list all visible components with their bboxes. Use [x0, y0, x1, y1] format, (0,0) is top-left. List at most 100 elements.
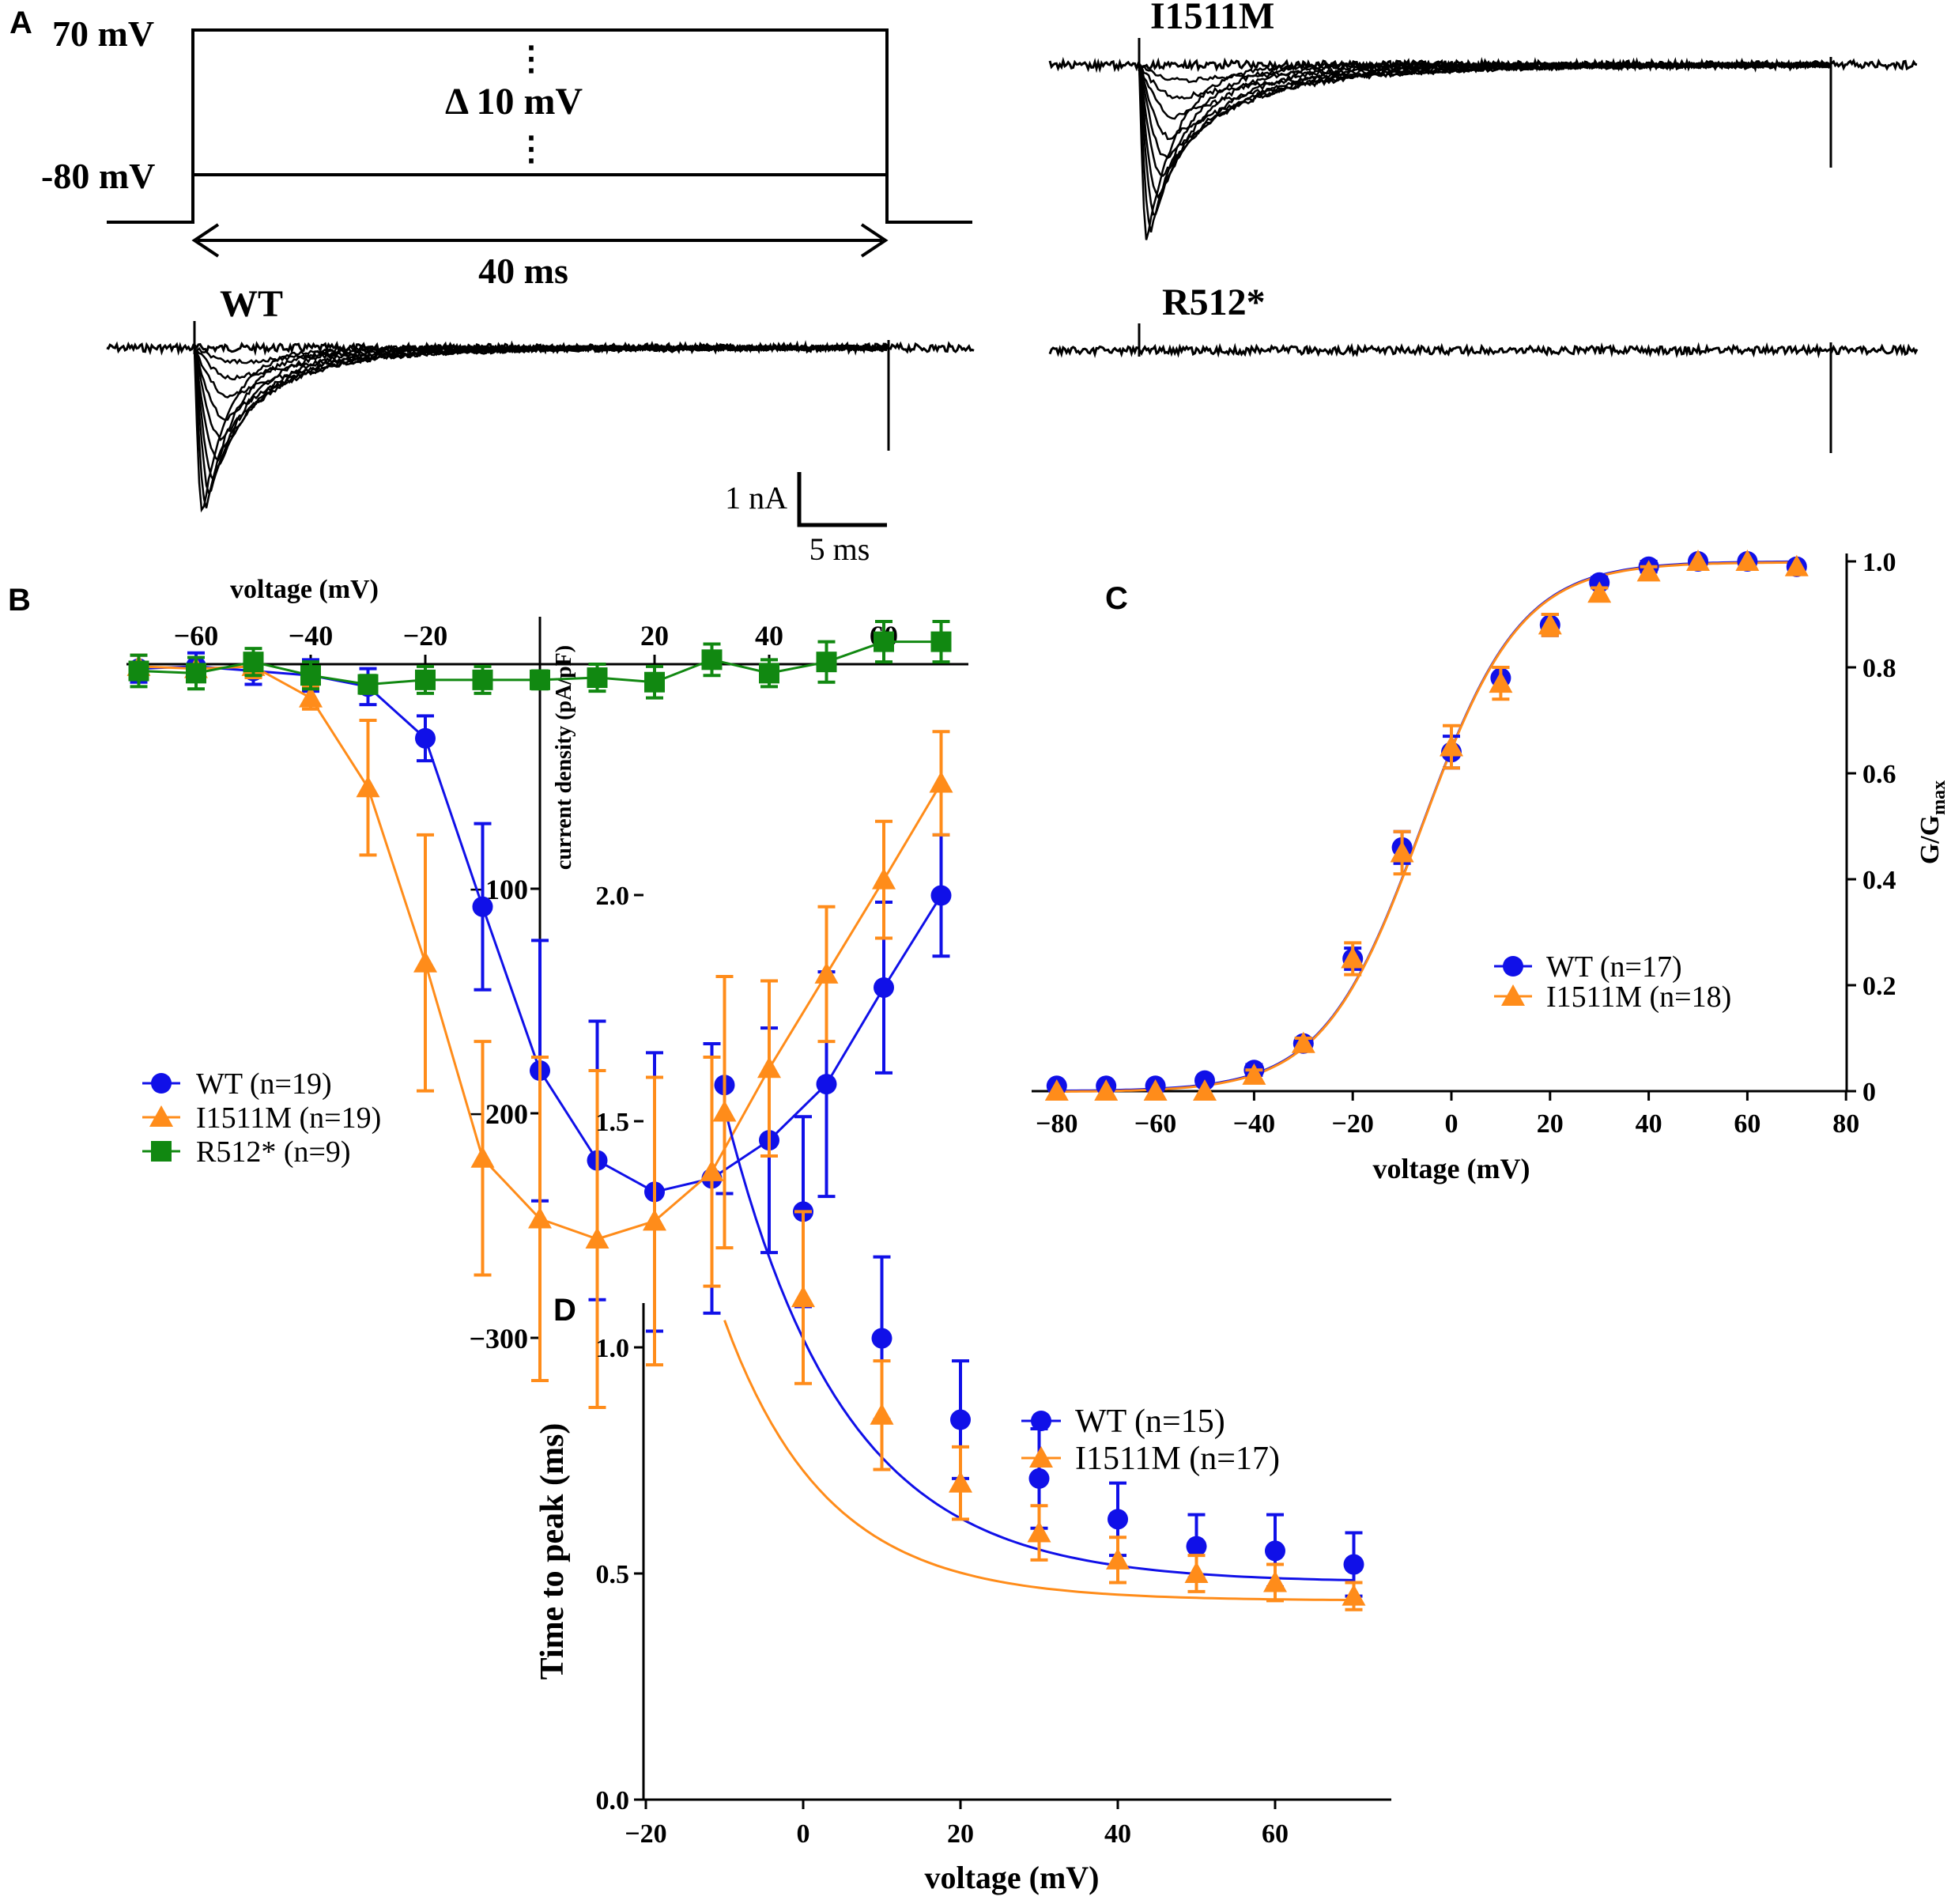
data-point-r512: [816, 652, 837, 673]
y-tick-label: 1.5: [596, 1108, 630, 1137]
x-tick-label: −20: [403, 620, 448, 652]
data-point-mut: [1342, 1584, 1366, 1606]
data-point-mut: [1784, 554, 1809, 576]
data-point-r512: [644, 671, 665, 693]
panel-b-label: B: [8, 583, 31, 618]
data-point-mut: [470, 1146, 495, 1168]
x-tick-label: 40: [1104, 1819, 1131, 1849]
x-tick-label: −40: [1233, 1109, 1275, 1139]
y-tick-label: 0.4: [1862, 866, 1896, 895]
data-point-wt: [472, 896, 493, 917]
x-tick-label: −80: [1036, 1109, 1077, 1139]
data-point-r512: [530, 669, 550, 690]
trace-wt-label: WT: [220, 283, 283, 325]
current-sweep: [193, 343, 888, 494]
voltage-protocol: [107, 28, 972, 258]
current-sweep: [193, 344, 888, 442]
y-axis-label-subscript: max: [1929, 780, 1949, 815]
current-sweep: [1138, 60, 1830, 199]
data-point-mut: [1242, 1063, 1266, 1085]
protocol-top-step: [107, 28, 972, 224]
legend-marker-wt: [151, 1073, 172, 1094]
data-point-mut: [1044, 1079, 1069, 1101]
x-tick-label: 40: [1636, 1109, 1662, 1139]
data-point-mut: [791, 1286, 815, 1308]
x-tick-label: −60: [1134, 1109, 1176, 1139]
trace-r512: R512*: [1048, 281, 1919, 453]
panel-d: D −20 0 20 40 60 0.0 0.5 1.0 1.5 2.0 voltage (mV) T…: [534, 882, 1391, 1895]
scale-bar-current-label: 1 nA: [725, 480, 787, 516]
legend-d: WT (n=15)I1511M (n=17): [1021, 1403, 1280, 1477]
legend-marker-wt: [1503, 956, 1523, 977]
protocol-dots-upper: ⋮: [515, 41, 548, 77]
y-tick-label: 1.0: [1862, 548, 1896, 577]
x-tick-label: −20: [625, 1819, 666, 1849]
scale-bar: 1 nA 5 ms: [725, 472, 887, 567]
series-mut: [1044, 550, 1809, 1101]
legend-label-mut: I1511M (n=17): [1075, 1441, 1280, 1477]
series-mut: [712, 974, 1366, 1611]
legend-label-r512: R512* (n=9): [196, 1135, 351, 1169]
panel-a: A 70 mV -80 mV Δ 10 mV ⋮ ⋮ 40 ms WT I151…: [9, 0, 1919, 567]
data-point-r512: [357, 674, 379, 695]
data-point-mut: [1094, 1079, 1119, 1101]
x-tick-label: −20: [1332, 1109, 1374, 1139]
legend-label-mut: I1511M (n=19): [196, 1101, 381, 1135]
x-tick-label: 80: [1832, 1109, 1859, 1139]
data-point-r512: [243, 652, 264, 673]
fit-curve-mut: [723, 1320, 1354, 1602]
x-tick-label: 40: [755, 620, 783, 652]
data-point-mut: [1143, 1079, 1168, 1101]
data-point-mut: [700, 1159, 724, 1181]
data-point-r512: [701, 649, 723, 671]
data-point-mut: [1440, 735, 1463, 757]
current-sweep: [193, 344, 888, 365]
data-point-mut: [1263, 1570, 1287, 1592]
y-axis-label: G/Gmax: [1915, 780, 1949, 864]
series-wt: [1046, 551, 1807, 1097]
data-point-mut: [1587, 581, 1612, 603]
trace-i1511m: I1511M: [1048, 0, 1918, 240]
data-point-wt: [871, 1328, 892, 1349]
y-tick-label: 0.0: [596, 1786, 630, 1815]
trace-r512-label: R512*: [1162, 281, 1266, 323]
data-point-mut: [528, 1207, 552, 1229]
data-point-mut: [870, 1403, 894, 1425]
series-r512: [128, 620, 952, 700]
panel-c: C −80 −60 −40 −20 0 20 40 60 8000.20.40.60.81.0v…: [1032, 548, 1949, 1184]
data-point-r512: [186, 663, 206, 684]
current-sweep: [193, 344, 888, 380]
trace-r512-currents: [1048, 323, 1919, 453]
x-tick-label: −40: [289, 620, 334, 652]
legend-marker-mut: [149, 1105, 173, 1127]
data-point-mut: [1106, 1547, 1130, 1570]
data-point-mut: [1390, 841, 1414, 863]
legend-marker-mut: [1501, 984, 1525, 1006]
protocol-step-label: Δ 10 mV: [445, 81, 583, 123]
y-tick-label: 0.2: [1862, 972, 1896, 1001]
legend-label-wt: WT (n=19): [196, 1067, 332, 1101]
protocol-dots-lower: ⋮: [515, 131, 548, 168]
fit-curve-mut: [1056, 561, 1797, 1094]
data-point-wt: [415, 727, 436, 749]
current-sweep: [1138, 61, 1830, 84]
y-axis-label: Time to peak (ms): [534, 1423, 571, 1680]
data-point-mut: [1686, 550, 1710, 571]
data-point-mut: [356, 776, 380, 798]
data-point-r512: [759, 663, 779, 684]
y-tick-label: 0.8: [1862, 654, 1896, 683]
data-point-r512: [930, 631, 952, 652]
y-tick-label: 1.0: [596, 1334, 630, 1363]
current-sweep: [1138, 60, 1830, 177]
data-point-mut: [872, 867, 896, 890]
x-axis-label: voltage (mV): [1373, 1153, 1530, 1184]
data-point-mut: [949, 1471, 972, 1493]
data-point-mut: [585, 1227, 609, 1249]
panel-d-label: D: [553, 1293, 576, 1328]
scale-bar-time-label: 5 ms: [809, 531, 870, 567]
x-tick-label: 20: [640, 620, 669, 652]
x-tick-label: 60: [1734, 1109, 1760, 1139]
protocol-bottom-label: -80 mV: [41, 156, 155, 196]
